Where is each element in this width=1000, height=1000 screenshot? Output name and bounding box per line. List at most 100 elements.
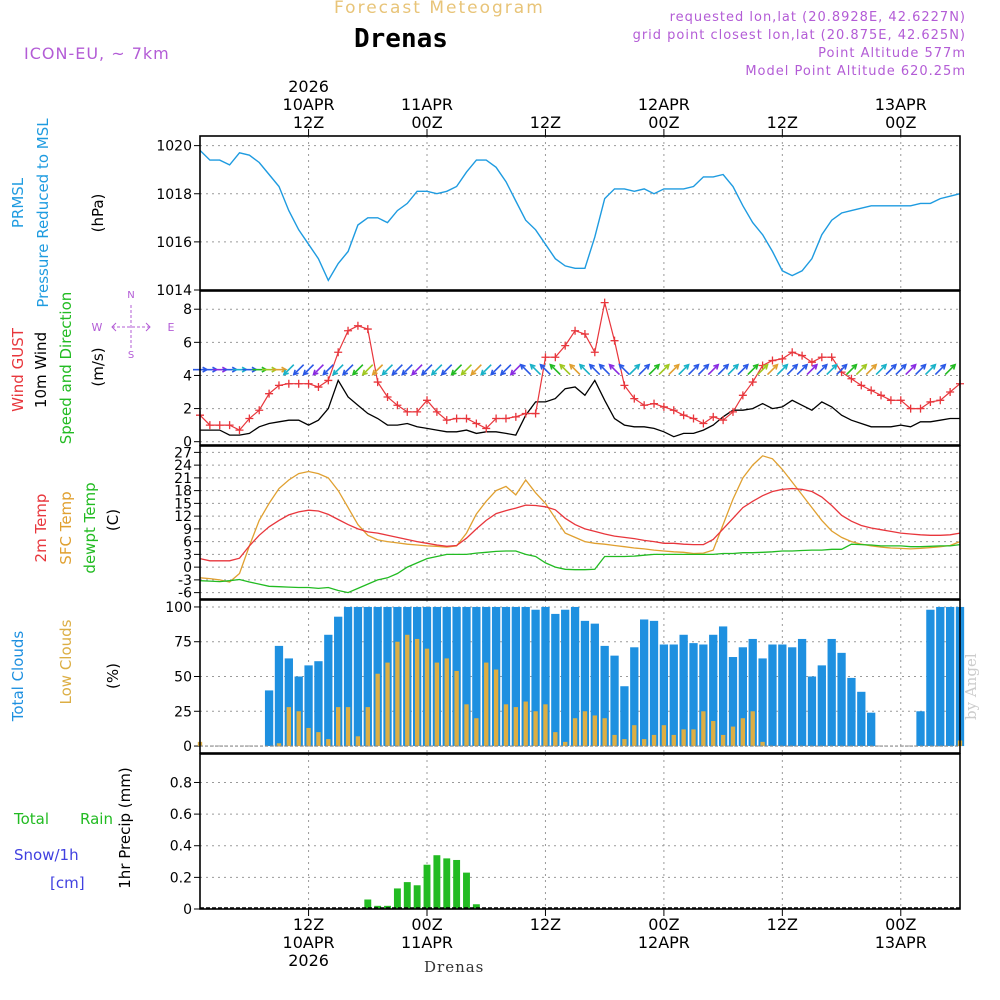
precip-tick-label: 0.6 bbox=[170, 807, 192, 823]
total-cloud-bar bbox=[669, 644, 678, 747]
point-altitude: Point Altitude 577m bbox=[818, 46, 966, 61]
wind-arrow-head bbox=[821, 363, 828, 370]
temp-tick-label: 21 bbox=[174, 471, 192, 487]
wind-arrow-head bbox=[950, 363, 957, 370]
wind-direction-arrow bbox=[737, 364, 749, 376]
total-cloud-bar bbox=[718, 626, 728, 747]
low-cloud-bar bbox=[474, 718, 479, 747]
wind-arrow-head bbox=[371, 369, 378, 376]
temp-tick-label: 0 bbox=[183, 560, 192, 576]
wind-direction-label: Speed and Direction bbox=[57, 292, 75, 445]
low-cloud-bar bbox=[612, 734, 617, 747]
wind-tick-label: 6 bbox=[183, 335, 192, 351]
total-label: Total bbox=[13, 810, 49, 828]
low-cloud-bar bbox=[701, 711, 706, 747]
time-label-top: 11APR bbox=[401, 95, 453, 114]
gust-marker bbox=[857, 381, 866, 390]
gust-marker bbox=[255, 406, 264, 415]
total-cloud-bar bbox=[659, 644, 669, 747]
wind-direction-arrow bbox=[658, 364, 670, 376]
gust-marker bbox=[640, 401, 649, 410]
wind-direction-arrow bbox=[382, 364, 394, 376]
total-clouds-label: Total Clouds bbox=[9, 631, 27, 723]
panel-frame-clouds bbox=[199, 599, 961, 754]
gust-marker bbox=[748, 378, 757, 387]
low-cloud-bar bbox=[691, 729, 696, 747]
time-label-bottom: 00Z bbox=[648, 915, 679, 934]
total-cloud-bar bbox=[551, 613, 560, 747]
wind-arrow-head bbox=[598, 363, 605, 370]
gust-marker bbox=[344, 326, 353, 335]
gust-marker bbox=[225, 421, 234, 430]
wind-direction-arrow bbox=[283, 364, 295, 376]
low-cloud-bar bbox=[523, 701, 528, 747]
gust-marker bbox=[778, 354, 787, 363]
wind-arrow-head bbox=[529, 363, 536, 370]
wind-arrow-head bbox=[900, 363, 907, 370]
total-cloud-bar bbox=[857, 691, 866, 747]
wind-direction-arrow bbox=[332, 364, 344, 376]
gust-marker bbox=[501, 414, 510, 423]
low-cloud-bar bbox=[434, 662, 440, 747]
panel-frame-precip bbox=[199, 753, 961, 910]
low-cloud-bar bbox=[296, 711, 301, 747]
panel-frame-wind bbox=[199, 290, 961, 446]
wind-arrow-head bbox=[782, 363, 789, 370]
compass-north: N bbox=[127, 290, 134, 301]
gust-marker bbox=[719, 416, 728, 425]
wind-arrow-head bbox=[618, 363, 625, 370]
time-label-top: 12Z bbox=[293, 113, 324, 132]
low-cloud-bar bbox=[493, 669, 499, 747]
total-cloud-bar bbox=[541, 606, 550, 747]
wind-arrow-head bbox=[792, 363, 799, 370]
time-label-bottom: 12Z bbox=[530, 915, 561, 934]
low-cloud-bar bbox=[730, 726, 736, 747]
precip-bar bbox=[364, 899, 372, 909]
wind-arrow-head bbox=[890, 363, 898, 370]
wind-direction-arrow bbox=[836, 364, 848, 376]
wind-arrow-head bbox=[420, 369, 428, 376]
gust-marker bbox=[274, 381, 283, 390]
precip-bar bbox=[423, 864, 431, 909]
wind-direction-arrow bbox=[697, 364, 709, 376]
wind-direction-arrow bbox=[776, 364, 788, 376]
total-cloud-bar bbox=[561, 609, 570, 747]
time-label-bottom: 2026 bbox=[288, 951, 329, 970]
station-title: Drenas bbox=[354, 24, 448, 54]
wind-10m-label: 10m Wind bbox=[32, 332, 50, 408]
rain-label: Rain bbox=[80, 810, 113, 828]
wind-direction-arrow bbox=[717, 364, 729, 376]
compass-south: S bbox=[128, 350, 134, 361]
time-label-top: 13APR bbox=[875, 95, 927, 114]
wind-direction-arrow bbox=[875, 364, 887, 376]
wind-arrow-head bbox=[772, 363, 779, 370]
wind-direction-arrow bbox=[421, 364, 433, 376]
low-cloud-bar bbox=[740, 718, 746, 747]
gust-marker bbox=[472, 419, 481, 428]
low-cloud-bar bbox=[444, 658, 449, 747]
precip-bar bbox=[443, 858, 451, 909]
wind-arrow-head bbox=[653, 363, 661, 370]
wind-arrow-head bbox=[322, 369, 329, 376]
wind-arrow-head bbox=[752, 363, 759, 370]
time-label-bottom: 12Z bbox=[767, 915, 798, 934]
total-cloud-bar bbox=[926, 609, 935, 747]
total-cloud-bar bbox=[817, 665, 826, 747]
total-cloud-bar bbox=[343, 606, 353, 747]
gust-marker bbox=[916, 404, 925, 413]
wind-direction-arrow bbox=[362, 364, 374, 376]
total-cloud-bar bbox=[768, 644, 777, 747]
gust-marker bbox=[304, 379, 313, 388]
wind-direction-arrow bbox=[885, 364, 897, 376]
precip-bar bbox=[463, 872, 470, 909]
gust-marker bbox=[462, 414, 471, 423]
wind-arrow-head bbox=[549, 363, 556, 370]
gust-marker bbox=[324, 376, 333, 385]
wind-direction-arrow bbox=[539, 364, 551, 376]
time-label-bottom: 12Z bbox=[293, 915, 324, 934]
gust-marker bbox=[413, 407, 422, 416]
total-cloud-bar bbox=[778, 644, 787, 747]
wind-arrow-head bbox=[588, 363, 595, 370]
time-label-bottom: 00Z bbox=[411, 915, 442, 934]
total-cloud-bar bbox=[274, 645, 284, 747]
